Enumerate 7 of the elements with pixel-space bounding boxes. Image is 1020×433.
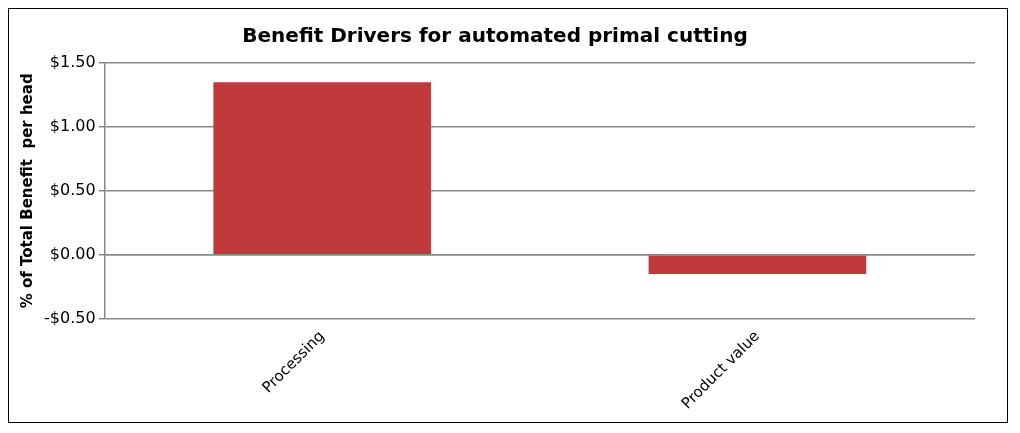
y-tick-label: $0.50 — [49, 179, 96, 199]
y-tick-label: $1.00 — [49, 116, 96, 136]
y-tick-label: -$0.50 — [44, 307, 96, 327]
chart-title: Benefit Drivers for automated primal cutting — [242, 23, 748, 48]
y-tick-label: $1.50 — [49, 52, 96, 72]
y-axis-title: % of Total Benefit per head — [17, 73, 36, 309]
y-tick-label: $0.00 — [49, 243, 96, 263]
